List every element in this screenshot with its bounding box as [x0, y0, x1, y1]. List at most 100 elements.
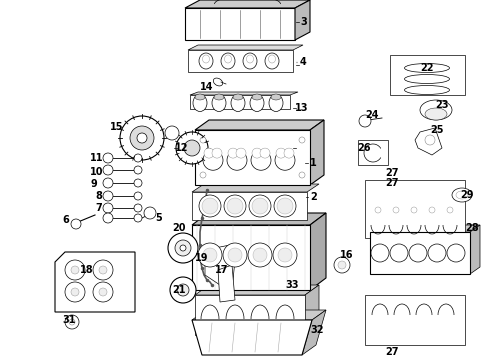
Circle shape — [134, 214, 142, 222]
Polygon shape — [195, 130, 310, 185]
Text: 16: 16 — [340, 250, 353, 260]
Text: 19: 19 — [195, 253, 209, 263]
Circle shape — [93, 282, 113, 302]
Circle shape — [236, 148, 246, 158]
Ellipse shape — [452, 188, 472, 202]
Polygon shape — [205, 245, 235, 285]
Ellipse shape — [405, 85, 449, 94]
Circle shape — [249, 195, 271, 217]
Circle shape — [359, 115, 371, 127]
Circle shape — [371, 244, 389, 262]
Ellipse shape — [250, 94, 264, 112]
Polygon shape — [190, 92, 298, 95]
Circle shape — [69, 319, 75, 325]
Circle shape — [227, 198, 243, 214]
Ellipse shape — [199, 53, 213, 69]
FancyBboxPatch shape — [365, 295, 465, 345]
FancyBboxPatch shape — [190, 95, 290, 109]
Ellipse shape — [221, 53, 235, 69]
Polygon shape — [188, 50, 293, 72]
Polygon shape — [218, 265, 235, 302]
Text: 10: 10 — [90, 167, 103, 177]
Circle shape — [428, 244, 446, 262]
Text: 33: 33 — [285, 280, 298, 290]
Circle shape — [252, 198, 268, 214]
Polygon shape — [470, 225, 480, 274]
Circle shape — [180, 245, 186, 251]
Circle shape — [103, 165, 113, 175]
Circle shape — [71, 219, 81, 229]
Polygon shape — [192, 192, 307, 220]
Polygon shape — [310, 213, 326, 290]
Circle shape — [103, 213, 113, 223]
Circle shape — [200, 172, 206, 178]
Polygon shape — [188, 45, 303, 50]
Circle shape — [184, 140, 200, 156]
FancyBboxPatch shape — [358, 140, 388, 165]
Circle shape — [199, 195, 221, 217]
Text: 13: 13 — [295, 103, 309, 113]
Text: 3: 3 — [300, 17, 307, 27]
Polygon shape — [305, 285, 319, 335]
Circle shape — [411, 207, 417, 213]
Circle shape — [134, 179, 142, 187]
Circle shape — [248, 243, 272, 267]
Ellipse shape — [265, 53, 279, 69]
Text: 1: 1 — [310, 158, 317, 168]
Polygon shape — [185, 8, 295, 40]
Ellipse shape — [405, 75, 449, 84]
Circle shape — [130, 126, 154, 150]
Text: 27: 27 — [385, 347, 398, 357]
Circle shape — [103, 178, 113, 188]
Circle shape — [273, 243, 297, 267]
Text: 7: 7 — [95, 203, 102, 213]
Polygon shape — [302, 310, 326, 355]
Text: 20: 20 — [172, 223, 186, 233]
Polygon shape — [195, 285, 319, 295]
Circle shape — [103, 191, 113, 201]
FancyBboxPatch shape — [390, 55, 465, 95]
Polygon shape — [295, 0, 310, 40]
Circle shape — [299, 172, 305, 178]
Circle shape — [134, 166, 142, 174]
Ellipse shape — [195, 94, 205, 100]
Circle shape — [447, 244, 465, 262]
Circle shape — [202, 198, 218, 214]
Circle shape — [299, 137, 305, 143]
Ellipse shape — [456, 191, 468, 199]
Circle shape — [409, 244, 427, 262]
Circle shape — [134, 204, 142, 212]
Circle shape — [276, 148, 286, 158]
Circle shape — [165, 126, 179, 140]
Circle shape — [251, 150, 271, 170]
Text: 25: 25 — [430, 125, 443, 135]
Ellipse shape — [405, 63, 449, 72]
Circle shape — [65, 282, 85, 302]
Circle shape — [252, 148, 262, 158]
Text: 5: 5 — [155, 213, 162, 223]
Text: 28: 28 — [465, 223, 479, 233]
Polygon shape — [192, 184, 319, 192]
Circle shape — [93, 260, 113, 280]
Polygon shape — [192, 320, 312, 355]
Text: 15: 15 — [110, 122, 123, 132]
Circle shape — [275, 150, 295, 170]
Circle shape — [175, 240, 191, 256]
Circle shape — [390, 244, 408, 262]
Text: 4: 4 — [300, 57, 307, 67]
FancyBboxPatch shape — [365, 180, 465, 238]
Circle shape — [375, 207, 381, 213]
Ellipse shape — [269, 94, 283, 112]
Ellipse shape — [252, 94, 262, 100]
Circle shape — [176, 132, 208, 164]
Circle shape — [253, 248, 267, 262]
Circle shape — [429, 207, 435, 213]
Circle shape — [134, 154, 142, 162]
Circle shape — [274, 195, 296, 217]
Ellipse shape — [224, 55, 231, 63]
Polygon shape — [415, 128, 442, 155]
Circle shape — [65, 260, 85, 280]
Circle shape — [228, 148, 238, 158]
Circle shape — [447, 207, 453, 213]
Circle shape — [103, 153, 113, 163]
